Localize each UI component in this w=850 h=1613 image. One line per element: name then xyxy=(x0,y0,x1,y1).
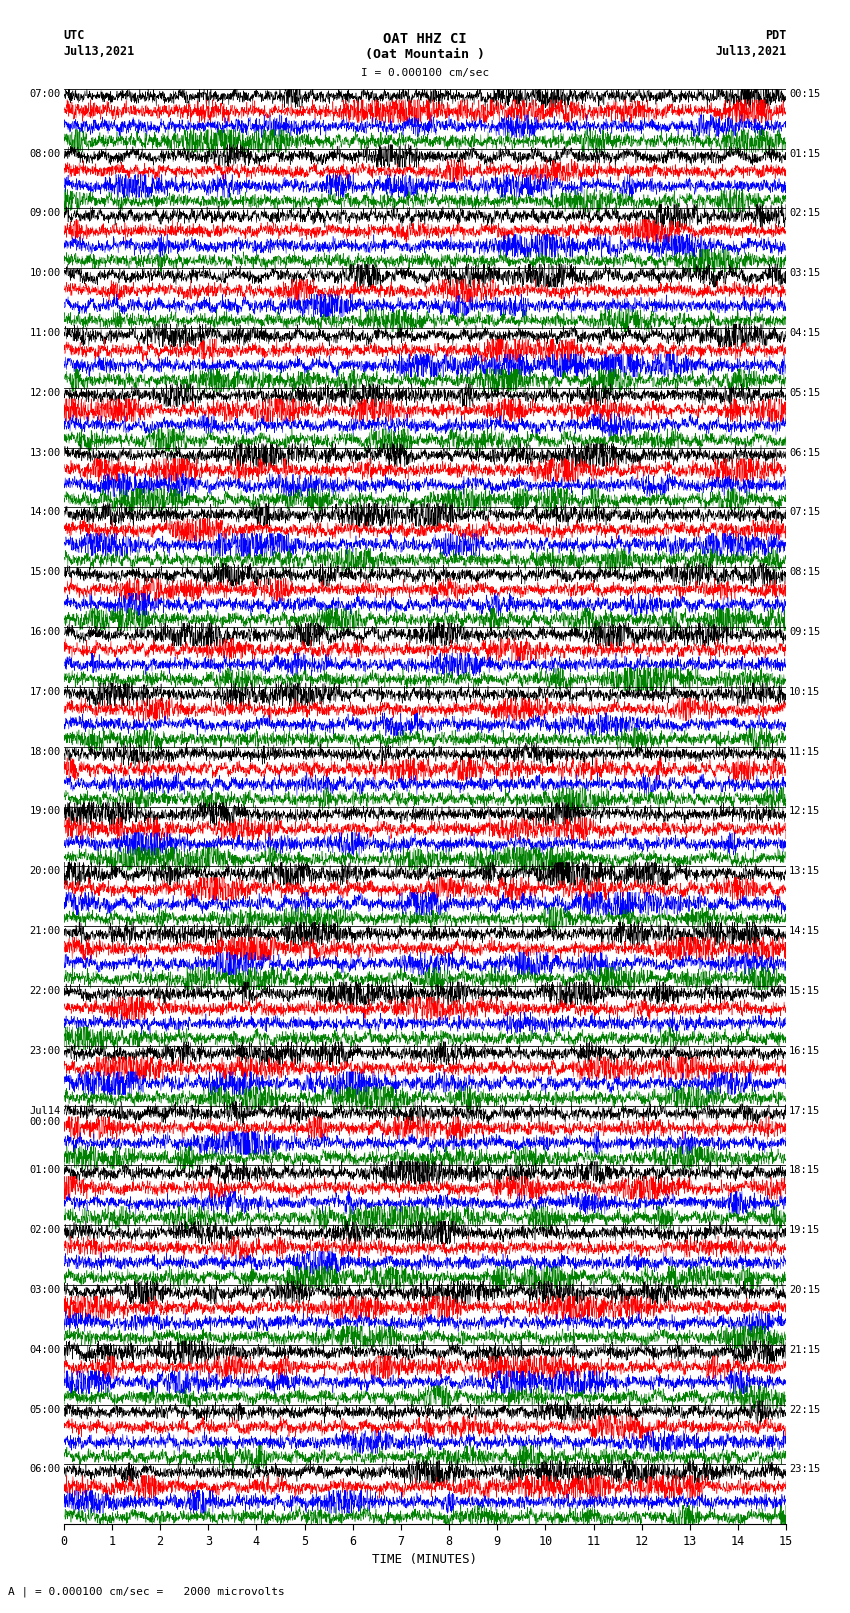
Text: I = 0.000100 cm/sec: I = 0.000100 cm/sec xyxy=(361,68,489,77)
Text: PDT: PDT xyxy=(765,29,786,42)
Text: A | = 0.000100 cm/sec =   2000 microvolts: A | = 0.000100 cm/sec = 2000 microvolts xyxy=(8,1586,286,1597)
Text: UTC: UTC xyxy=(64,29,85,42)
Text: (Oat Mountain ): (Oat Mountain ) xyxy=(365,48,485,61)
X-axis label: TIME (MINUTES): TIME (MINUTES) xyxy=(372,1553,478,1566)
Text: Jul13,2021: Jul13,2021 xyxy=(64,45,135,58)
Text: OAT HHZ CI: OAT HHZ CI xyxy=(383,32,467,47)
Text: Jul13,2021: Jul13,2021 xyxy=(715,45,786,58)
